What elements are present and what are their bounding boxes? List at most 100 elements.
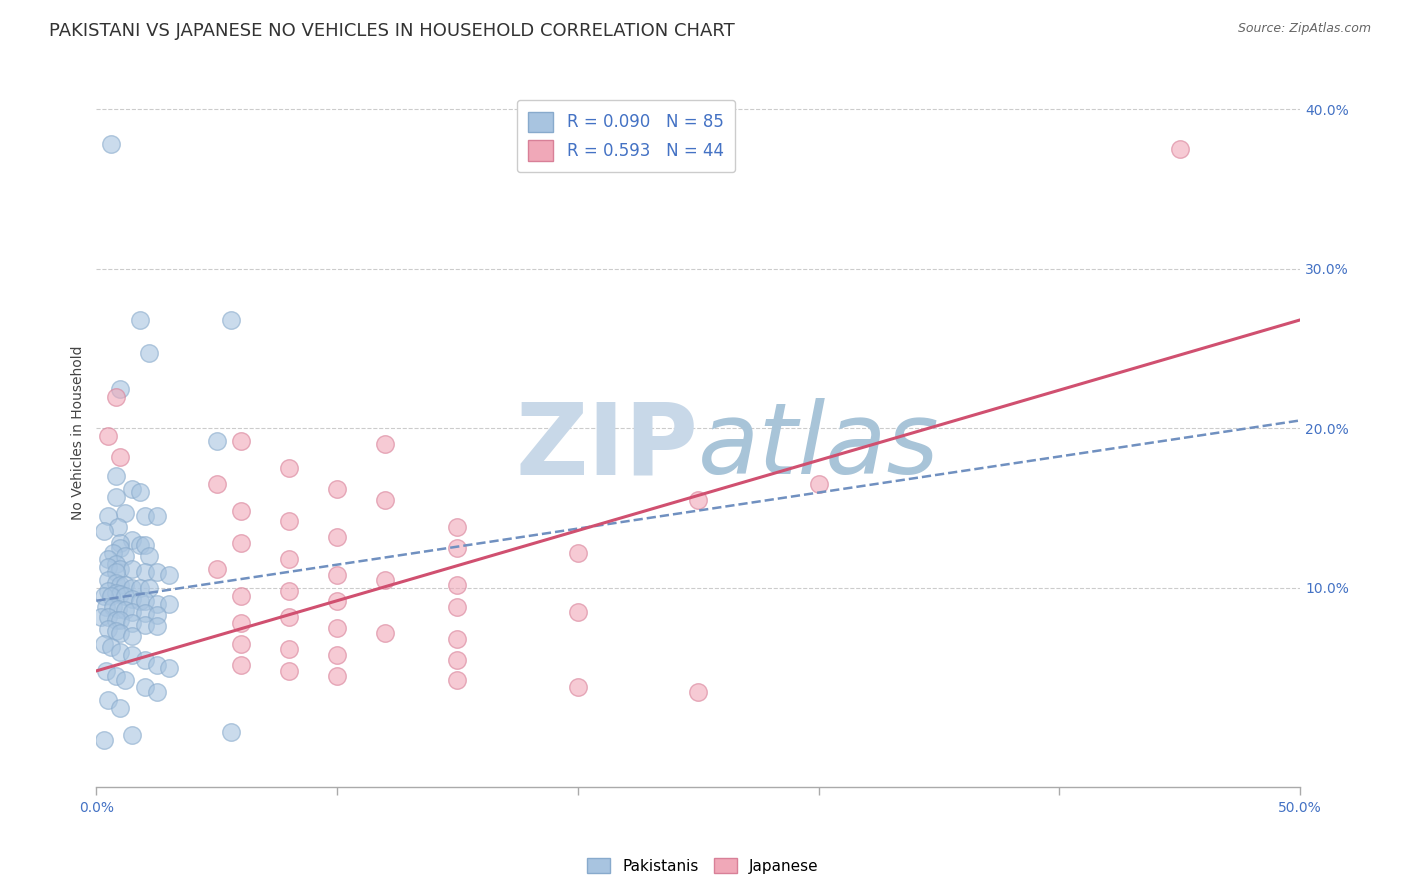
Point [110,541,132,555]
Point [219,724,242,739]
Y-axis label: No Vehicles in Household: No Vehicles in Household [72,345,86,520]
Point [114,506,136,520]
Point [97,429,120,443]
Point [114,603,136,617]
Point [145,565,167,579]
Point [121,482,143,496]
Point [567,605,589,619]
Point [326,669,349,683]
Point [128,313,150,327]
Point [110,536,132,550]
Point [104,490,127,504]
Point [567,680,589,694]
Point [104,576,127,591]
Point [121,562,143,576]
Point [110,625,132,640]
Point [107,520,129,534]
Point [93,732,115,747]
Point [374,625,396,640]
Point [134,607,156,621]
Point [90,609,112,624]
Point [326,621,349,635]
Point [278,609,301,624]
Point [93,524,115,538]
Point [229,504,252,518]
Point [104,469,127,483]
Text: atlas: atlas [699,398,939,495]
Point [374,573,396,587]
Point [114,549,136,563]
Point [134,617,156,632]
Point [219,313,242,327]
Point [110,645,132,659]
Point [121,592,143,607]
Point [138,549,160,563]
Point [114,589,136,603]
Point [134,653,156,667]
Point [110,613,132,627]
Point [157,568,180,582]
Point [97,584,120,599]
Point [104,557,127,571]
Point [446,653,468,667]
Point [97,509,120,524]
Point [446,632,468,646]
Point [326,530,349,544]
Point [104,669,127,683]
Point [134,538,156,552]
Point [100,640,122,654]
Point [103,546,125,560]
Legend: R = 0.090   N = 85, R = 0.593   N = 44: R = 0.090 N = 85, R = 0.593 N = 44 [516,100,735,172]
Point [121,629,143,643]
Point [145,619,167,633]
Text: Source: ZipAtlas.com: Source: ZipAtlas.com [1237,22,1371,36]
Point [138,581,160,595]
Point [229,434,252,449]
Point [104,586,127,600]
Point [110,382,132,396]
Point [138,346,160,360]
Point [134,680,156,694]
Point [446,520,468,534]
Point [114,673,136,688]
Point [97,552,120,566]
Point [134,565,156,579]
Point [1168,142,1191,156]
Point [278,552,301,566]
Point [97,692,120,706]
Point [134,593,156,607]
Point [97,573,120,587]
Legend: Pakistanis, Japanese: Pakistanis, Japanese [581,852,825,880]
Point [446,541,468,555]
Point [807,477,830,491]
Point [93,637,115,651]
Point [121,605,143,619]
Point [121,728,143,742]
Point [103,600,125,615]
Point [104,613,127,627]
Point [278,461,301,475]
Point [326,593,349,607]
Point [326,482,349,496]
Point [104,565,127,579]
Point [121,615,143,630]
Point [110,587,132,601]
Point [145,684,167,698]
Point [205,434,228,449]
Text: PAKISTANI VS JAPANESE NO VEHICLES IN HOUSEHOLD CORRELATION CHART: PAKISTANI VS JAPANESE NO VEHICLES IN HOU… [49,22,735,40]
Point [94,664,117,678]
Point [229,536,252,550]
Point [128,538,150,552]
Point [128,593,150,607]
Point [128,581,150,595]
Point [110,700,132,714]
Point [97,623,120,637]
Point [134,509,156,524]
Point [93,589,115,603]
Point [205,562,228,576]
Point [97,560,120,574]
Point [326,648,349,662]
Point [446,600,468,615]
Point [121,648,143,662]
Point [326,568,349,582]
